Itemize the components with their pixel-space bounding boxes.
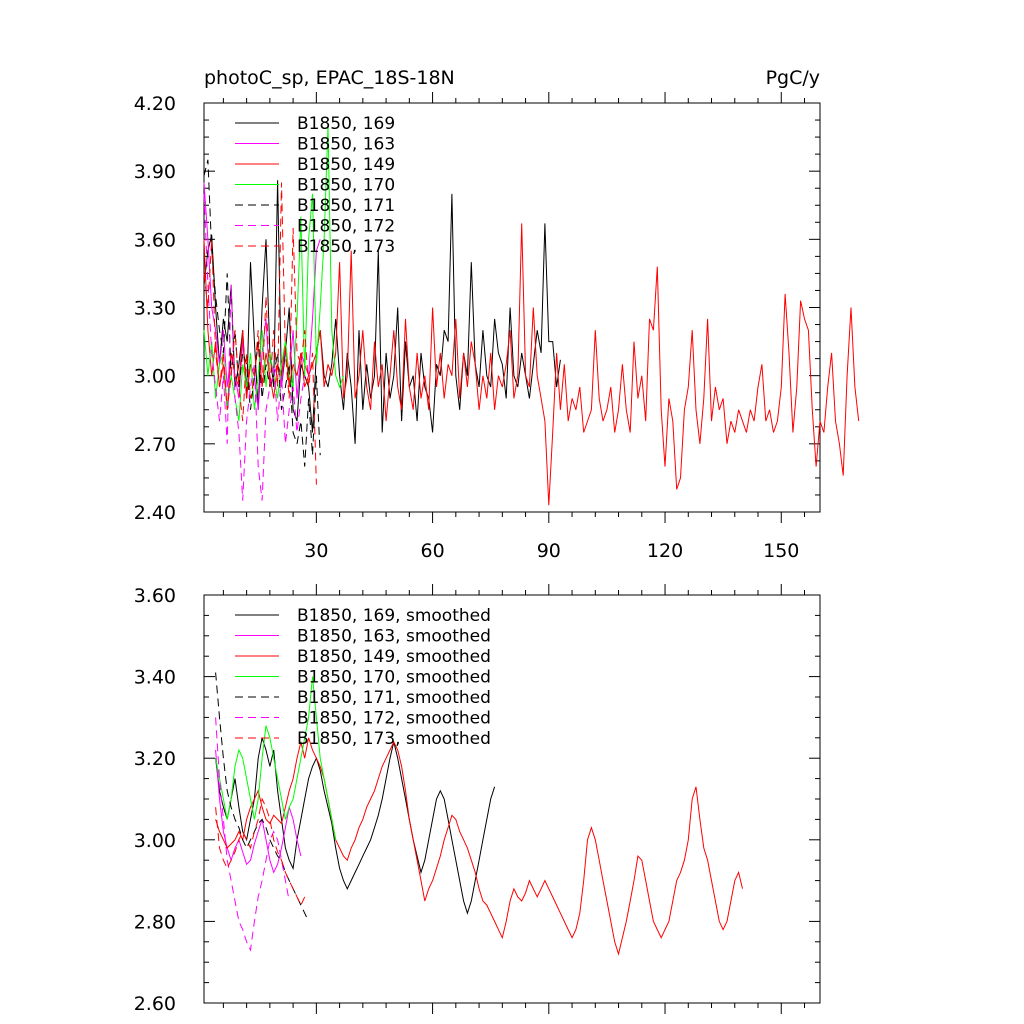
y-tick-label: 2.40 [134,502,176,524]
y-tick-label: 3.00 [134,366,176,388]
y-tick-label: 3.60 [134,585,176,607]
chart-units: PgC/y [766,67,820,89]
chart-title: photoC_sp, EPAC_18S-18N [204,67,455,89]
series-line-5 [215,717,290,952]
x-tick-label: 30 [304,540,328,562]
top-panel: 2.40 2.70 3.00 3.30 3.60 3.90 4.20 30 60 90 120 150… [134,92,860,562]
x-tick-label: 120 [647,540,683,562]
y-tick-label: 4.20 [134,93,176,115]
x-tick-label: 150 [763,540,799,562]
y-tick-label: 2.70 [134,434,176,456]
legend-label: B1850, 170 [297,176,395,196]
x-tick-label: 60 [420,540,444,562]
y-tick-label: 3.40 [134,667,176,689]
legend-label: B1850, 171, smoothed [297,688,491,708]
y-tick-label: 3.00 [134,830,176,852]
legend-label: B1850, 163, smoothed [297,627,491,647]
legend-label: B1850, 149 [297,155,395,175]
legend-label: B1850, 173 [297,237,395,257]
y-tick-label: 3.20 [134,748,176,770]
legend-label: B1850, 169 [297,114,395,134]
series-line-6 [215,797,306,907]
legend-label: B1850, 163 [297,135,395,155]
series-line-4 [203,159,321,467]
y-tick-label: 3.90 [134,161,176,183]
y-tick-label: 3.60 [134,229,176,251]
series-line-1 [215,749,302,874]
series-line-4 [215,672,310,922]
legend-label: B1850, 171 [297,196,395,216]
legend-label: B1850, 173, smoothed [297,729,491,749]
bottom-panel: 2.60 2.80 3.00 3.20 3.40 3.60 B1850, 169, smoo… [134,584,821,1015]
series-line-5 [203,193,306,501]
legend-label: B1850, 149, smoothed [297,647,491,667]
y-tick-label: 2.80 [134,911,176,933]
legend-label: B1850, 170, smoothed [297,668,491,688]
series-line-0 [215,737,496,915]
series-line-6 [203,182,317,485]
legend-label: B1850, 172, smoothed [297,709,491,729]
legend-label: B1850, 172 [297,217,395,237]
y-tick-label: 3.30 [134,298,176,320]
series-line-2 [215,737,743,956]
legend-label: B1850, 169, smoothed [297,606,491,626]
series-line-0 [203,180,561,444]
series-line-3 [215,676,337,840]
y-tick-label: 2.60 [134,993,176,1015]
x-tick-label: 90 [537,540,561,562]
